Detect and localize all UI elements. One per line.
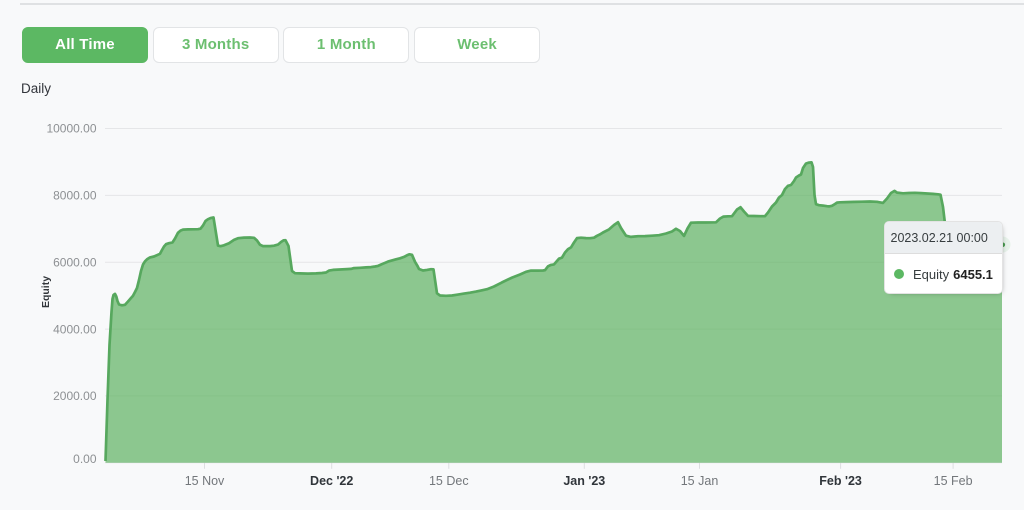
svg-text:Equity: Equity	[40, 276, 52, 308]
svg-text:10000.00: 10000.00	[46, 122, 96, 136]
svg-text:6000.00: 6000.00	[53, 255, 97, 269]
svg-text:0.00: 0.00	[73, 452, 97, 466]
svg-text:8000.00: 8000.00	[53, 189, 97, 203]
svg-text:4000.00: 4000.00	[53, 322, 97, 336]
svg-text:15 Feb: 15 Feb	[934, 474, 973, 488]
svg-text:Feb '23: Feb '23	[819, 474, 862, 488]
svg-text:Jan '23: Jan '23	[563, 474, 605, 488]
svg-text:15 Jan: 15 Jan	[681, 474, 719, 488]
svg-text:Dec '22: Dec '22	[310, 474, 353, 488]
svg-text:15 Dec: 15 Dec	[429, 474, 469, 488]
svg-text:15 Nov: 15 Nov	[185, 474, 225, 488]
svg-text:2000.00: 2000.00	[53, 389, 97, 403]
